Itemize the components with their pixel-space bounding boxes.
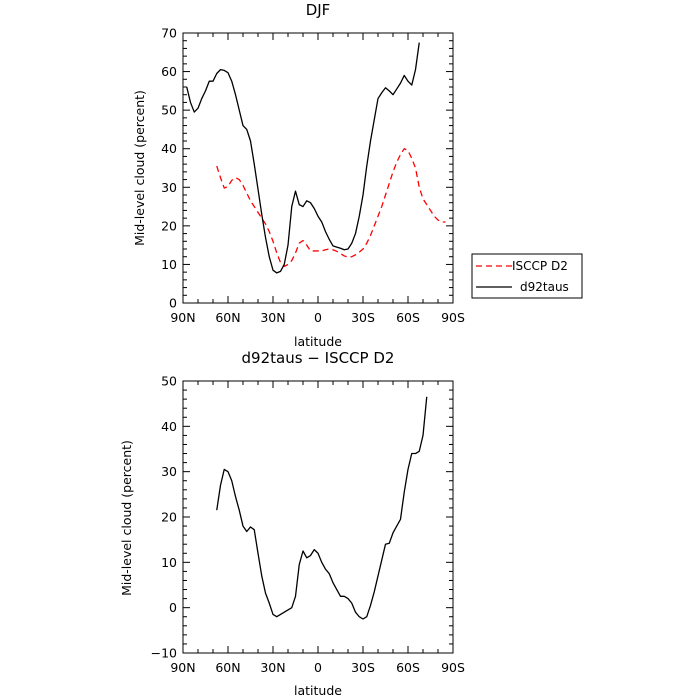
series-line-diff (216, 396, 428, 620)
legend-box (471, 253, 583, 299)
x-tick-label: 90N (170, 660, 195, 675)
x-tick-label: 90N (170, 310, 195, 325)
plot-frame (182, 380, 454, 654)
series-line-d92taus (186, 42, 420, 274)
x-tick-label: 60S (396, 310, 420, 325)
plot-frame (182, 32, 454, 304)
x-tick-label: 30N (260, 310, 285, 325)
series-line-isccp-d2 (216, 148, 446, 268)
legend-label-d92taus: d92taus (520, 280, 569, 294)
x-tick-label: 30N (260, 660, 285, 675)
y-tick-label: 30 (161, 180, 177, 195)
chart-djf: DJF 90N 60N 30N 0 30S 60S 90S 0 10 20 30 40 50 60 70 l… (132, 1, 583, 349)
x-tick-label: 30S (351, 310, 375, 325)
chart-title: DJF (306, 1, 331, 19)
x-tick-label: 60S (396, 660, 420, 675)
y-tick-label: 40 (161, 419, 177, 434)
y-axis-label: Mid-level cloud (percent) (132, 90, 147, 246)
y-tick-label: 50 (161, 103, 177, 118)
y-tick-label: 10 (161, 257, 177, 272)
y-tick-label: 20 (161, 510, 177, 525)
plot-area: 90N 60N 30N 0 30S 60S 90S 0 10 20 30 40 50 60 70 (161, 26, 465, 326)
x-tick-label: 90S (441, 310, 465, 325)
y-tick-label: 40 (161, 141, 177, 156)
legend-label-isccp: ISCCP D2 (512, 259, 568, 273)
x-tick-label: 0 (314, 310, 322, 325)
x-tick-label: 60N (215, 310, 240, 325)
y-tick-label: 0 (169, 296, 177, 311)
plot-area: 90N 60N 30N 0 30S 60S 90S −10 0 10 20 30 40 50 (151, 374, 465, 676)
y-tick-label: −10 (151, 646, 177, 661)
x-tick-label: 30S (351, 660, 375, 675)
y-tick-label: 70 (161, 26, 177, 41)
x-tick-label: 90S (441, 660, 465, 675)
x-tick-label: 0 (314, 660, 322, 675)
x-tick-label: 60N (215, 660, 240, 675)
chart-title: d92taus − ISCCP D2 (242, 349, 395, 367)
legend: ISCCP D2 d92taus (471, 253, 583, 299)
chart-difference: d92taus − ISCCP D2 90N 60N 30N 0 30S 60S 90S −1… (119, 349, 465, 698)
x-axis-label: latitude (294, 334, 342, 349)
y-tick-label: 10 (161, 555, 177, 570)
y-axis-label: Mid-level cloud (percent) (119, 440, 134, 596)
y-tick-label: 30 (161, 464, 177, 479)
y-tick-label: 20 (161, 218, 177, 233)
y-tick-label: 50 (161, 374, 177, 389)
x-axis-label: latitude (294, 683, 342, 698)
y-tick-label: 60 (161, 64, 177, 79)
y-tick-label: 0 (169, 600, 177, 615)
